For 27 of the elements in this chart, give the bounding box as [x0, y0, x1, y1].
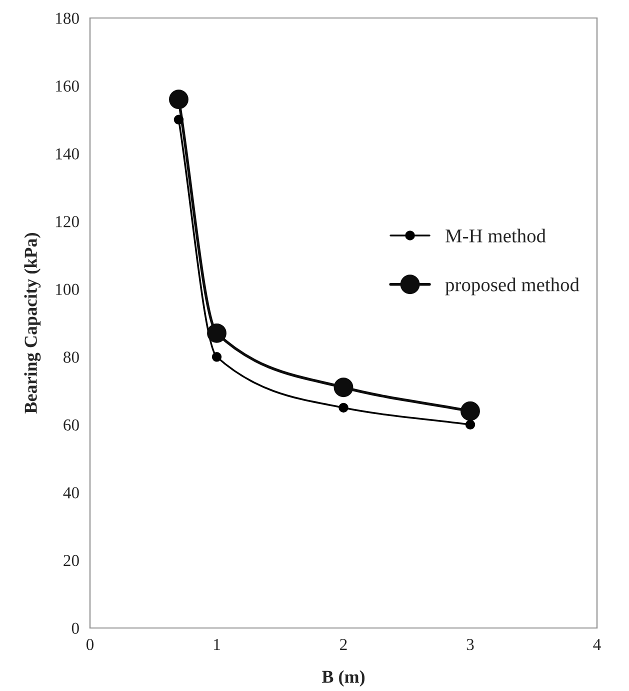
y-tick-label: 20 — [64, 554, 79, 566]
x-tick-label: 0 — [86, 638, 94, 650]
y-tick-label: 80 — [64, 352, 79, 363]
y-tick-label: 180 — [56, 12, 79, 24]
y-tick-label: 160 — [56, 80, 79, 92]
x-axis-title: B (m) — [322, 670, 365, 687]
x-tick-label: 4 — [593, 639, 601, 650]
legend-label: M-H method — [446, 228, 546, 242]
point — [465, 420, 476, 430]
point — [207, 323, 226, 343]
y-tick-label: 140 — [56, 148, 79, 160]
y-tick-label: 60 — [64, 419, 79, 431]
y-tick-label: 120 — [56, 216, 79, 228]
point — [174, 114, 184, 125]
x-tick-label: 2 — [340, 638, 347, 650]
x-tick-label: 1 — [214, 638, 220, 650]
y-tick-label: 0 — [72, 622, 79, 634]
y-axis-title: Bearing Capacity (kPa) — [24, 233, 41, 414]
y-tick-label: 100 — [56, 284, 79, 296]
x-tick-label: 3 — [466, 638, 474, 650]
point — [334, 378, 354, 398]
point — [169, 90, 188, 110]
point — [212, 352, 222, 362]
y-tick-label: 40 — [63, 487, 79, 498]
legend-label: proposed method — [445, 278, 580, 296]
point — [460, 401, 480, 421]
point — [338, 402, 348, 413]
